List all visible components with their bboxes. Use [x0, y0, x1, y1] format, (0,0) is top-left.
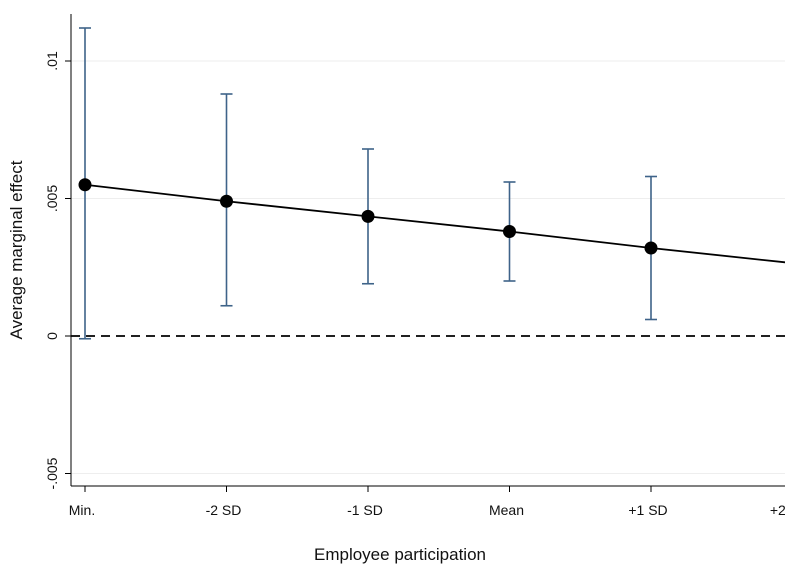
y-tick-label: -.005 [44, 457, 60, 489]
marginal-effect-line [84, 183, 785, 264]
y-tick-label: 0 [44, 332, 60, 340]
y-tick-label: .005 [44, 185, 60, 212]
y-axis-ticks: .01 .005 0 -.005 [44, 51, 71, 489]
y-axis-title: Average marginal effect [7, 160, 26, 339]
data-point [361, 209, 375, 223]
data-point [503, 225, 516, 238]
x-axis-title: Employee participation [314, 545, 486, 564]
x-tick-label: +2 SD [770, 502, 785, 518]
confidence-intervals [79, 27, 657, 340]
x-tick-label: -1 SD [347, 502, 383, 518]
y-tick-label: .01 [44, 51, 60, 71]
x-tick-label: -2 SD [206, 502, 242, 518]
x-tick-label: +1 SD [628, 502, 667, 518]
data-point [78, 178, 92, 192]
data-point [644, 241, 658, 255]
marginal-effect-points [78, 178, 658, 255]
gridlines [71, 60, 785, 474]
x-tick-label: Mean [489, 502, 524, 518]
data-point [220, 194, 233, 208]
x-tick-label: Min. [69, 502, 95, 518]
